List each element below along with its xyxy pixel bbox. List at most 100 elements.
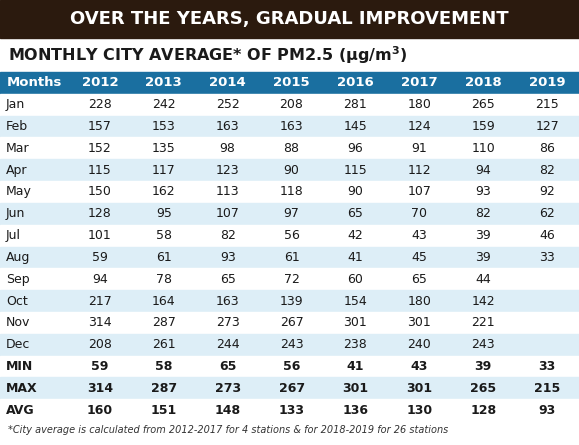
Text: 88: 88 [284,142,299,155]
Text: 44: 44 [475,273,491,286]
Text: 91: 91 [412,142,427,155]
Text: 133: 133 [278,404,305,417]
Text: 92: 92 [539,186,555,198]
Text: 162: 162 [152,186,175,198]
Text: 265: 265 [471,98,495,111]
Text: 2012: 2012 [82,77,118,89]
Text: 217: 217 [88,295,112,307]
Text: 82: 82 [475,207,491,220]
Text: 93: 93 [220,251,236,264]
Text: 215: 215 [534,382,560,395]
Text: 130: 130 [406,404,433,417]
Text: 39: 39 [475,251,491,264]
Text: 243: 243 [280,338,303,351]
Text: 128: 128 [88,207,112,220]
Text: 118: 118 [280,186,303,198]
Text: 107: 107 [408,186,431,198]
Text: 301: 301 [408,316,431,329]
Text: Jan: Jan [6,98,25,111]
Text: 265: 265 [470,382,496,395]
Text: 301: 301 [342,382,368,395]
Bar [0,72,579,94]
Text: 273: 273 [216,316,240,329]
Text: Jul: Jul [6,229,21,242]
Text: 180: 180 [408,98,431,111]
Text: 95: 95 [156,207,172,220]
Text: 61: 61 [284,251,299,264]
Text: 2014: 2014 [210,77,246,89]
Text: 58: 58 [156,229,172,242]
Text: 124: 124 [408,120,431,133]
Text: 98: 98 [220,142,236,155]
Text: 208: 208 [88,338,112,351]
Text: 221: 221 [471,316,495,329]
Text: 46: 46 [539,229,555,242]
Text: 41: 41 [347,251,363,264]
Text: 93: 93 [475,186,491,198]
Text: MIN: MIN [6,360,33,373]
Bar [0,138,579,159]
Text: 154: 154 [343,295,367,307]
Bar [0,159,579,181]
Text: 2016: 2016 [337,77,374,89]
Text: 142: 142 [471,295,495,307]
Bar [0,0,579,38]
Bar [0,268,579,290]
Text: 90: 90 [347,186,364,198]
Text: 2013: 2013 [145,77,182,89]
Text: 110: 110 [471,142,495,155]
Text: 78: 78 [156,273,172,286]
Text: 115: 115 [88,164,112,177]
Text: 243: 243 [471,338,495,351]
Text: 135: 135 [152,142,175,155]
Text: 314: 314 [87,382,113,395]
Text: 163: 163 [216,295,240,307]
Bar [0,203,579,225]
Bar [0,399,579,421]
Text: 160: 160 [87,404,113,417]
Text: 123: 123 [216,164,240,177]
Text: 112: 112 [408,164,431,177]
Text: 261: 261 [152,338,175,351]
Text: 65: 65 [220,273,236,286]
Text: Dec: Dec [6,338,30,351]
Text: 107: 107 [216,207,240,220]
Text: MAX: MAX [6,382,38,395]
Bar [0,290,579,312]
Text: 238: 238 [343,338,367,351]
Text: 60: 60 [347,273,364,286]
Bar [0,181,579,203]
Text: 267: 267 [280,316,303,329]
Text: 65: 65 [219,360,236,373]
Bar [0,356,579,377]
Text: 2018: 2018 [465,77,501,89]
Text: *City average is calculated from 2012-2017 for 4 stations & for 2018-2019 for 26: *City average is calculated from 2012-20… [8,425,448,435]
Bar [0,94,579,116]
Text: 39: 39 [475,229,491,242]
Text: 228: 228 [88,98,112,111]
Text: 56: 56 [284,229,299,242]
Text: 159: 159 [471,120,495,133]
Text: 301: 301 [406,382,433,395]
Text: Feb: Feb [6,120,28,133]
Text: 42: 42 [347,229,363,242]
Text: 39: 39 [475,360,492,373]
Text: 45: 45 [411,251,427,264]
Text: 164: 164 [152,295,175,307]
Text: 127: 127 [535,120,559,133]
Text: 215: 215 [535,98,559,111]
Text: 153: 153 [152,120,175,133]
Bar [0,116,579,138]
Text: 43: 43 [412,229,427,242]
Text: MONTHLY CITY AVERAGE* OF PM2.5 ($\mathbf{\mu}$g/m$\mathbf{^3}$): MONTHLY CITY AVERAGE* OF PM2.5 ($\mathbf… [8,44,408,66]
Text: 301: 301 [343,316,367,329]
Text: AVG: AVG [6,404,35,417]
Text: 244: 244 [216,338,240,351]
Text: 314: 314 [88,316,112,329]
Text: 273: 273 [215,382,241,395]
Text: Months: Months [6,77,62,89]
Text: 94: 94 [92,273,108,286]
Text: 33: 33 [539,251,555,264]
Text: 252: 252 [216,98,240,111]
Text: 62: 62 [539,207,555,220]
